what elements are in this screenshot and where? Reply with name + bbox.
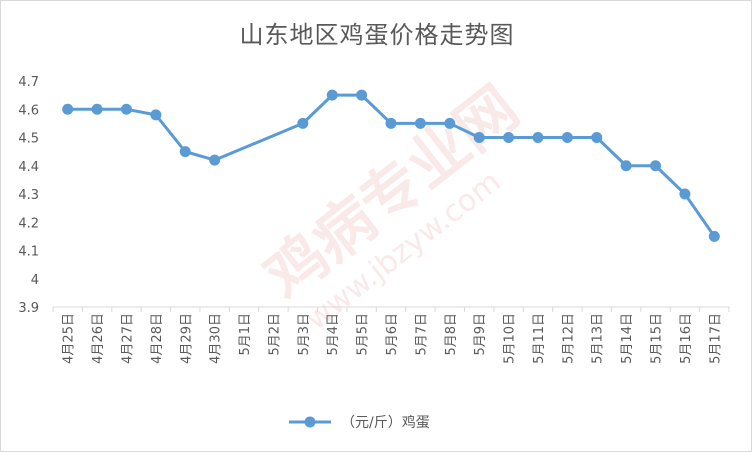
x-tick-label: 4月28日: [150, 313, 165, 364]
x-tick-label: 5月17日: [708, 313, 723, 364]
data-point: [120, 103, 132, 115]
y-tick-label: 4.3: [18, 188, 39, 203]
data-point: [179, 146, 191, 158]
y-tick-label: 3.9: [18, 301, 39, 316]
axes: [52, 306, 730, 312]
x-tick-label: 5月6日: [385, 313, 400, 356]
data-point: [414, 117, 426, 129]
x-tick-label: 4月26日: [91, 313, 106, 364]
data-point: [503, 132, 515, 143]
x-tick-label: 5月5日: [356, 313, 371, 356]
series-layer: [62, 89, 720, 242]
data-point: [209, 154, 221, 166]
x-tick-label: 5月7日: [414, 313, 429, 356]
data-point: [326, 89, 338, 101]
y-tick-label: 4: [31, 273, 39, 288]
x-tick-label: 5月15日: [650, 313, 665, 364]
data-point: [444, 117, 456, 129]
x-tick-label: 4月27日: [120, 313, 135, 364]
x-tick-label: 5月12日: [561, 313, 576, 364]
data-point: [620, 160, 632, 172]
x-tick-label: 5月3日: [297, 313, 312, 356]
data-point: [91, 103, 103, 115]
data-point: [356, 89, 368, 101]
legend[interactable]: （元/斤）鸡蛋: [289, 414, 430, 431]
data-point: [561, 132, 573, 143]
chart-title: 山东地区鸡蛋价格走势图: [239, 21, 515, 49]
data-point: [591, 132, 603, 143]
data-point: [679, 188, 691, 200]
x-tick-label: 5月1日: [238, 313, 253, 356]
data-point: [150, 109, 162, 121]
x-tick-label: 4月30日: [209, 313, 224, 364]
x-tick-label: 5月10日: [503, 313, 518, 364]
data-point: [473, 132, 485, 143]
x-tick-label: 4月25日: [62, 313, 77, 364]
legend-label: （元/斤）鸡蛋: [341, 414, 430, 431]
x-tick-label: 5月4日: [326, 313, 341, 356]
y-tick-label: 4.6: [18, 103, 39, 118]
y-tick-label: 4.7: [18, 75, 39, 90]
data-point: [708, 230, 720, 242]
x-tick-label: 5月2日: [267, 313, 282, 356]
y-tick-label: 4.1: [18, 245, 39, 260]
x-tick-label: 5月13日: [591, 313, 606, 364]
data-point: [532, 132, 544, 143]
data-point: [385, 117, 397, 129]
x-tick-label: 5月14日: [620, 313, 635, 364]
data-point: [62, 103, 74, 115]
data-point: [650, 160, 662, 172]
x-tick-label: 5月8日: [444, 313, 459, 356]
x-tick-label: 5月16日: [679, 313, 694, 364]
y-tick-label: 4.2: [18, 216, 39, 231]
x-tick-label: 4月29日: [179, 313, 194, 364]
x-axis-ticks: 4月25日 4月26日 4月27日 4月28日 4月29日 4月30日 5月1日 5月2日 5月…: [62, 313, 724, 364]
data-point: [297, 117, 309, 129]
x-tick-label: 5月9日: [473, 313, 488, 356]
x-tick-label: 5月11日: [532, 313, 547, 364]
y-tick-label: 4.4: [18, 160, 39, 175]
y-tick-label: 4.5: [18, 132, 39, 147]
legend-marker: [304, 416, 316, 428]
y-axis-ticks: 3.9 4 4.1 4.2 4.3 4.4 4.5 4.6 4.7: [18, 75, 39, 316]
